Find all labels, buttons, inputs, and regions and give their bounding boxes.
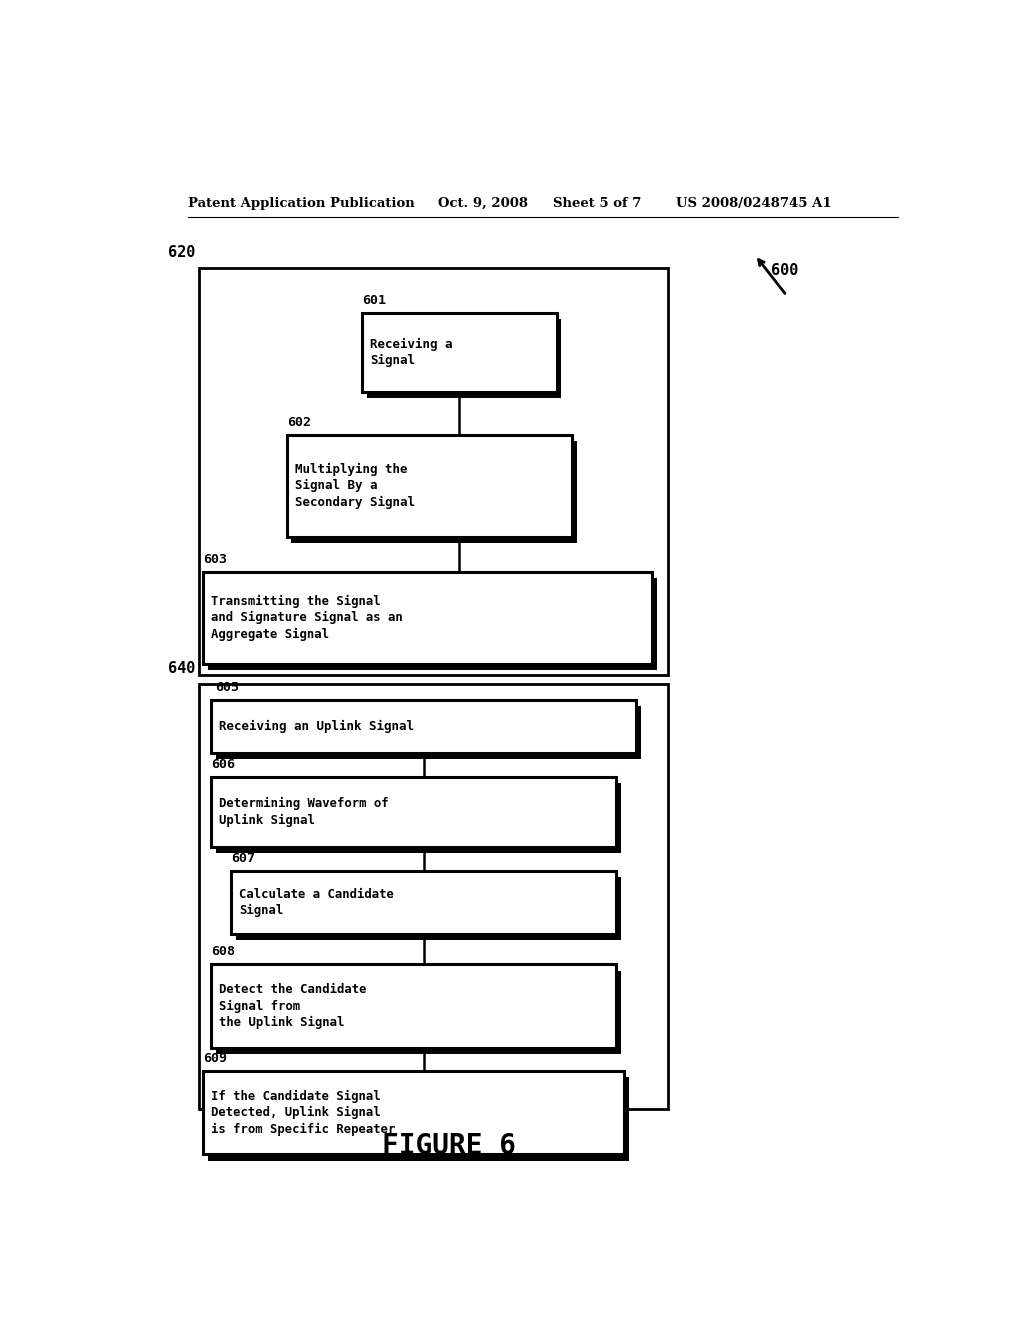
- Bar: [367, 319, 561, 399]
- Bar: [211, 965, 616, 1048]
- Text: Receiving an Uplink Signal: Receiving an Uplink Signal: [219, 719, 415, 733]
- Text: Calculate a Candidate
Signal: Calculate a Candidate Signal: [240, 887, 394, 917]
- Bar: [216, 970, 621, 1053]
- Bar: [200, 684, 668, 1109]
- Bar: [211, 777, 616, 846]
- Text: Transmitting the Signal
and Signature Signal as an
Aggregate Signal: Transmitting the Signal and Signature Si…: [211, 594, 403, 642]
- Text: 606: 606: [211, 758, 236, 771]
- Bar: [362, 313, 557, 392]
- Bar: [208, 1077, 629, 1160]
- Text: Detect the Candidate
Signal from
the Uplink Signal: Detect the Candidate Signal from the Upl…: [219, 983, 367, 1030]
- Text: 620: 620: [168, 246, 196, 260]
- Bar: [204, 1071, 624, 1155]
- Bar: [200, 268, 668, 675]
- Text: Receiving a
Signal: Receiving a Signal: [370, 338, 453, 367]
- Text: 640: 640: [168, 661, 196, 676]
- Text: 608: 608: [211, 945, 236, 958]
- Text: 602: 602: [287, 416, 310, 429]
- Text: 609: 609: [204, 1052, 227, 1065]
- Text: Multiplying the
Signal By a
Secondary Signal: Multiplying the Signal By a Secondary Si…: [295, 462, 415, 508]
- Bar: [204, 572, 651, 664]
- Text: 605: 605: [215, 681, 240, 694]
- Bar: [211, 700, 636, 752]
- Bar: [292, 441, 578, 543]
- Text: 603: 603: [204, 553, 227, 566]
- Bar: [216, 706, 641, 759]
- Text: 601: 601: [362, 294, 386, 306]
- Text: 607: 607: [231, 851, 255, 865]
- Bar: [231, 871, 616, 935]
- Text: If the Candidate Signal
Detected, Uplink Signal
is from Specific Repeater: If the Candidate Signal Detected, Uplink…: [211, 1089, 395, 1137]
- Text: Sheet 5 of 7: Sheet 5 of 7: [553, 197, 641, 210]
- Bar: [287, 434, 572, 536]
- Bar: [236, 876, 621, 940]
- Text: Oct. 9, 2008: Oct. 9, 2008: [437, 197, 527, 210]
- Text: Patent Application Publication: Patent Application Publication: [187, 197, 415, 210]
- Text: US 2008/0248745 A1: US 2008/0248745 A1: [676, 197, 831, 210]
- Text: Determining Waveform of
Uplink Signal: Determining Waveform of Uplink Signal: [219, 797, 389, 826]
- Text: 600: 600: [771, 263, 798, 277]
- Bar: [208, 578, 656, 669]
- Bar: [216, 784, 621, 853]
- Text: FIGURE 6: FIGURE 6: [382, 1133, 516, 1160]
